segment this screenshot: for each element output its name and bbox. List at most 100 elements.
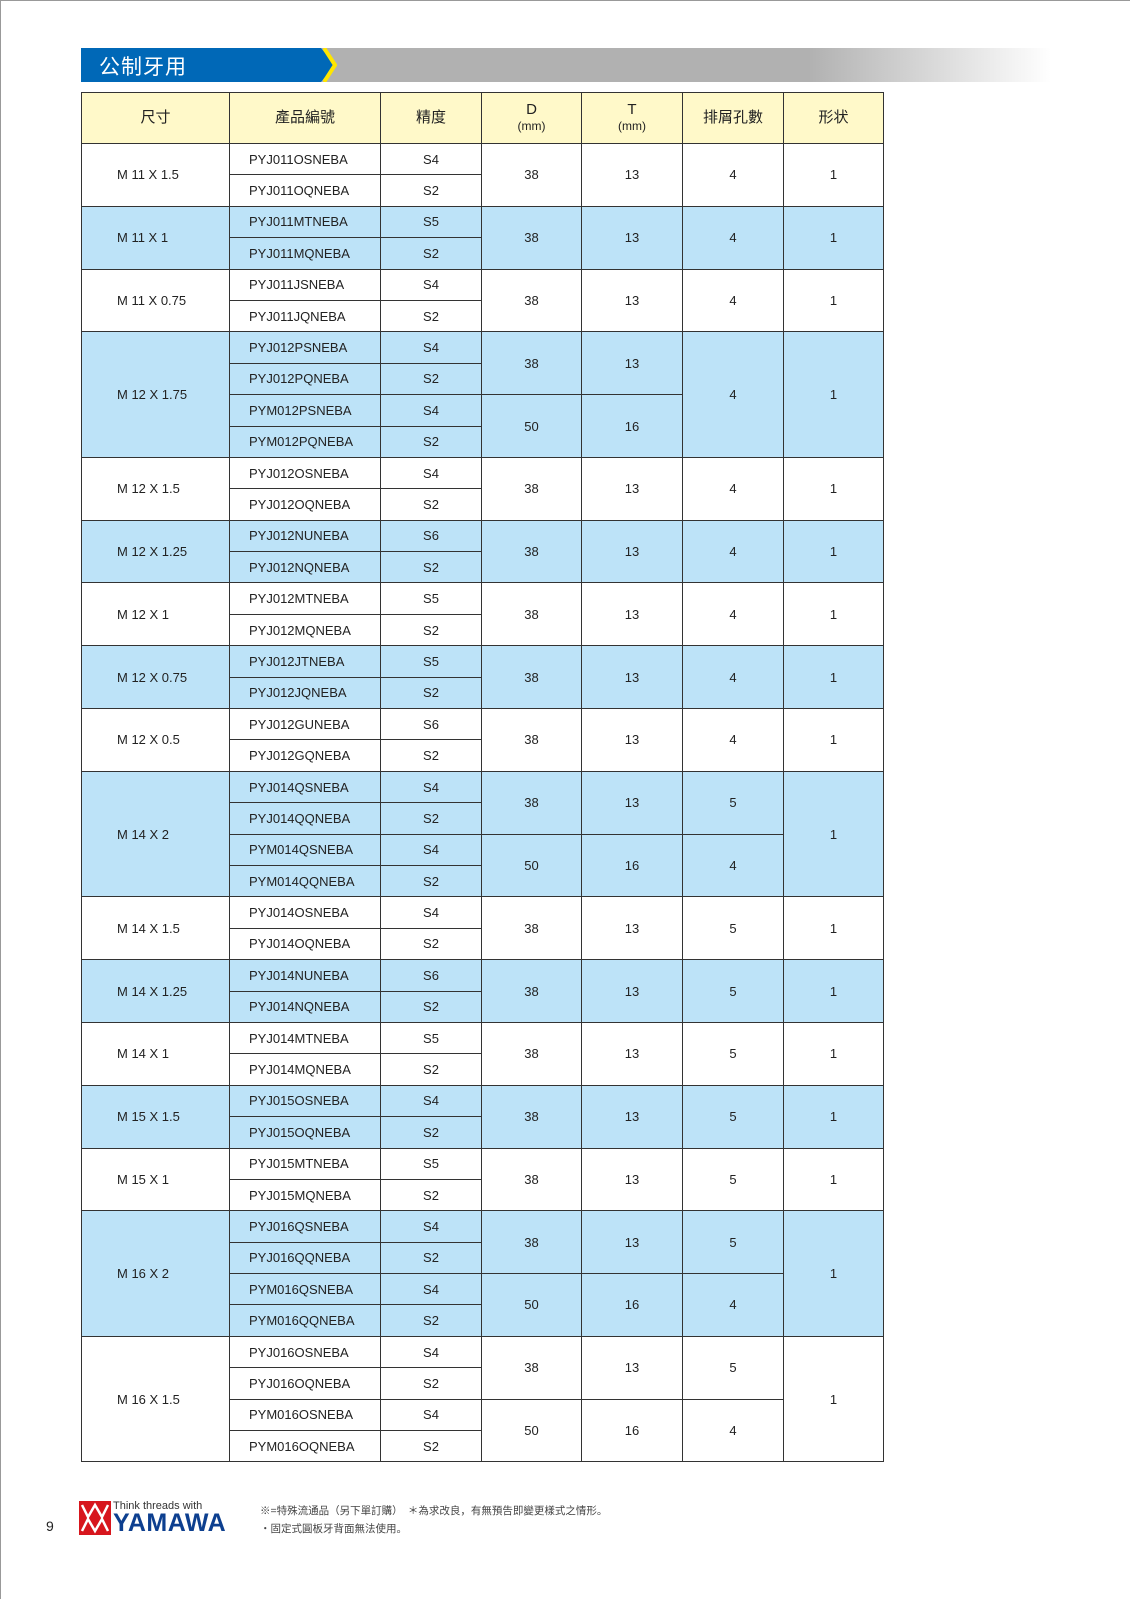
product-code-cell: PYM016QQNEBA — [229, 1304, 381, 1337]
table-row: M 15 X 1 PYJ015MTNEBA S5 38 13 5 1 — [81, 1147, 884, 1212]
header-d-unit: (mm) — [517, 119, 546, 133]
d-cell: 38 — [481, 1147, 582, 1212]
holes-cell: 4 — [682, 143, 784, 207]
grade-cell: S4 — [380, 331, 482, 364]
d-cell: 38 — [481, 456, 582, 521]
t-cell: 16 — [581, 1398, 683, 1463]
grade-cell: S2 — [380, 1178, 482, 1212]
product-code-cell: PYJ014NQNEBA — [229, 990, 381, 1023]
grade-cell: S5 — [380, 1021, 482, 1055]
size-cell: M 12 X 0.75 — [81, 645, 230, 710]
product-code-cell: PYJ012PSNEBA — [229, 331, 381, 364]
grade-cell: S2 — [380, 551, 482, 584]
t-cell: 13 — [581, 519, 683, 584]
t-cell: 13 — [581, 896, 683, 961]
header-t: T (mm) — [581, 92, 683, 144]
table-row: M 11 X 1 PYJ011MTNEBA S5 38 13 4 1 — [81, 205, 884, 270]
header-code: 產品編號 — [229, 92, 381, 144]
size-cell: M 14 X 2 — [81, 770, 230, 898]
size-cell: M 16 X 1.5 — [81, 1335, 230, 1463]
d-cell: 50 — [481, 1398, 582, 1463]
product-code-cell: PYJ012MQNEBA — [229, 613, 381, 647]
holes-cell: 5 — [682, 959, 784, 1023]
table-row: M 12 X 1.25 PYJ012NUNEBA S6 38 13 4 1 — [81, 519, 884, 584]
yamawa-logo: Think threads with YAMAWA — [79, 1500, 229, 1537]
size-cell: M 14 X 1 — [81, 1021, 230, 1086]
shape-cell: 1 — [783, 1147, 884, 1212]
table-row: PYM012PQNEBA S2 — [82, 425, 884, 458]
d-cell: 38 — [481, 1021, 582, 1086]
shape-cell: 1 — [783, 1021, 884, 1086]
size-cell: M 12 X 1.25 — [81, 519, 230, 584]
grade-cell: S4 — [380, 394, 482, 427]
grade-cell: S2 — [380, 739, 482, 772]
shape-cell: 1 — [783, 582, 884, 647]
grade-cell: S6 — [380, 519, 482, 553]
table-body: M 11 X 1.5 PYJ011OSNEBA S4 38 13 4 1 PYJ011OQNE… — [81, 142, 884, 1463]
shape-cell: 1 — [783, 1084, 884, 1149]
size-cell: M 15 X 1 — [81, 1147, 230, 1212]
table-row: PYJ014NQNEBA S2 — [82, 990, 884, 1023]
header-d: D (mm) — [481, 92, 582, 144]
header-size: 尺寸 — [81, 92, 230, 144]
metric-thread-table: 尺寸 產品編號 精度 D (mm) T (mm) 排屑孔數 形状 M 11 X 1.… — [81, 92, 884, 1463]
product-code-cell: PYJ015MTNEBA — [229, 1147, 381, 1180]
shape-cell: 1 — [783, 456, 884, 521]
table-header-row: 尺寸 產品編號 精度 D (mm) T (mm) 排屑孔數 形状 — [81, 92, 884, 144]
product-code-cell: PYJ011OSNEBA — [229, 142, 381, 176]
table-row: PYM016QSNEBA S4 50 16 4 — [82, 1273, 884, 1337]
d-cell: 38 — [481, 519, 582, 584]
table-row: PYJ012NQNEBA S2 — [82, 551, 884, 584]
product-code-cell: PYJ012NUNEBA — [229, 519, 381, 553]
table-row: PYJ015OQNEBA S2 — [82, 1116, 884, 1149]
t-cell: 13 — [581, 1021, 683, 1086]
grade-cell: S6 — [380, 959, 482, 992]
d-cell: 50 — [481, 833, 582, 898]
grade-cell: S2 — [380, 613, 482, 647]
t-cell: 13 — [581, 1210, 683, 1275]
table-row: PYJ014OQNEBA S2 — [82, 927, 884, 961]
d-cell: 38 — [481, 331, 582, 396]
grade-cell: S4 — [380, 268, 482, 301]
t-cell: 13 — [581, 708, 683, 772]
footer-note-special: ※=特殊流通品（另下單訂購） ＊為求改良，有無預告即變更樣式之情形。 — [260, 1505, 608, 1517]
holes-cell: 4 — [682, 582, 784, 647]
grade-cell: S2 — [380, 362, 482, 396]
banner-title-block: 公制牙用 — [81, 48, 321, 82]
holes-cell: 5 — [682, 1147, 784, 1212]
size-cell: M 15 X 1.5 — [81, 1084, 230, 1149]
table-row: M 12 X 1.75 PYJ012PSNEBA S4 38 13 4 1 — [81, 331, 884, 458]
table-row: PYM016OQNEBA S2 — [82, 1430, 884, 1463]
t-cell: 13 — [581, 1147, 683, 1212]
grade-cell: S5 — [380, 1147, 482, 1180]
d-cell: 38 — [481, 143, 582, 207]
product-code-cell: PYJ014OSNEBA — [229, 896, 381, 929]
holes-cell: 4 — [682, 708, 784, 772]
size-cell: M 12 X 1.75 — [81, 331, 230, 458]
table-row: M 12 X 1.5 PYJ012OSNEBA S4 38 13 4 1 — [81, 456, 884, 521]
holes-cell: 5 — [682, 896, 784, 961]
product-code-cell: PYJ012NQNEBA — [229, 551, 381, 584]
d-cell: 38 — [481, 770, 582, 835]
table-row: PYM012PSNEBA S4 50 16 — [82, 394, 884, 458]
grade-cell: S2 — [380, 1116, 482, 1149]
d-cell: 38 — [481, 708, 582, 772]
product-code-cell: PYJ011MTNEBA — [229, 205, 381, 239]
shape-cell: 1 — [783, 205, 884, 270]
grade-cell: S2 — [380, 990, 482, 1023]
table-row: PYJ011OQNEBA S2 — [82, 174, 884, 207]
table-row: PYJ011MQNEBA S2 — [82, 237, 884, 270]
size-cell: M 16 X 2 — [81, 1210, 230, 1337]
t-cell: 13 — [581, 456, 683, 521]
grade-cell: S4 — [380, 1084, 482, 1118]
table-row: PYJ014QQNEBA S2 — [82, 802, 884, 835]
t-cell: 16 — [581, 1273, 683, 1337]
d-cell: 38 — [481, 896, 582, 961]
holes-cell: 5 — [682, 1335, 784, 1400]
product-code-cell: PYJ012JQNEBA — [229, 676, 381, 710]
header-t-label: T — [627, 101, 637, 118]
grade-cell: S6 — [380, 708, 482, 741]
grade-cell: S4 — [380, 1273, 482, 1306]
product-code-cell: PYJ012GQNEBA — [229, 739, 381, 772]
product-code-cell: PYJ016QSNEBA — [229, 1210, 381, 1243]
